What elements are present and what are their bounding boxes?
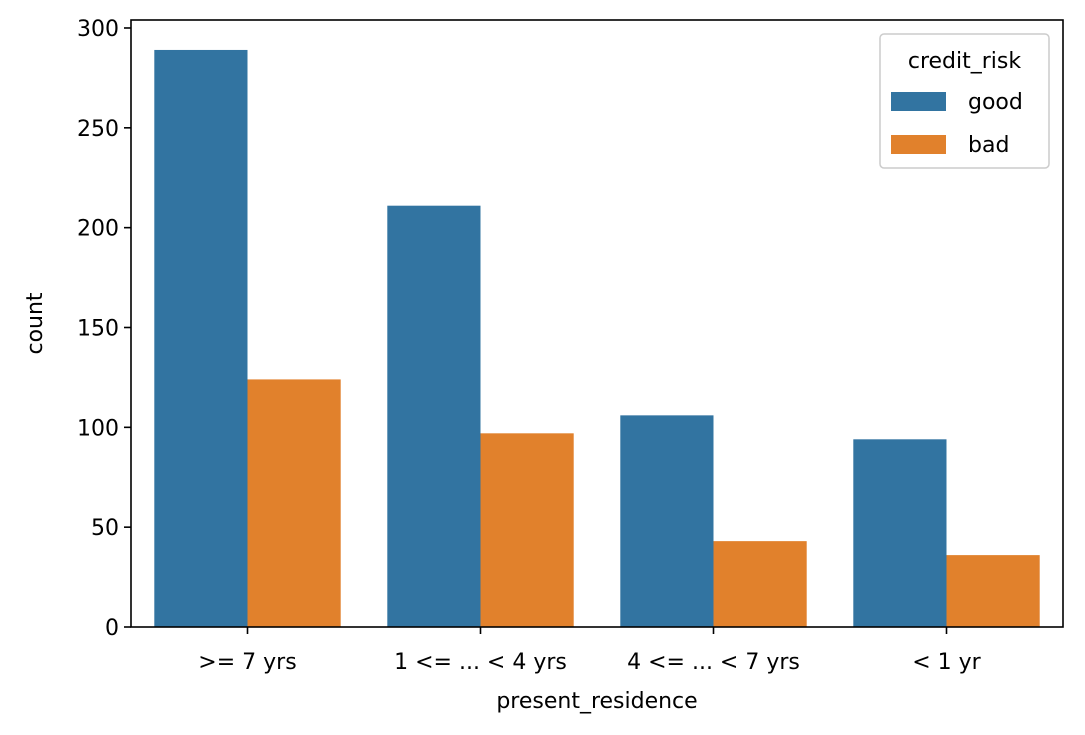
y-tick-label: 100 [77, 416, 119, 441]
legend: credit_risk good bad [879, 33, 1050, 169]
legend-swatch-good [891, 92, 946, 111]
legend-box [879, 33, 1050, 169]
x-axis: >= 7 yrs 1 <= ... < 4 yrs 4 <= ... < 7 yrs… [198, 627, 982, 675]
bar-bad-3 [946, 555, 1040, 627]
y-tick-label: 300 [77, 17, 119, 42]
bar-bad-2 [713, 541, 807, 627]
legend-label-bad: bad [968, 133, 1009, 158]
legend-label-good: good [968, 90, 1023, 115]
bar-bad-1 [480, 433, 574, 627]
bar-good-3 [853, 439, 947, 627]
bar-bad-0 [247, 379, 341, 627]
y-tick-label: 0 [105, 616, 119, 641]
y-tick-label: 50 [91, 516, 119, 541]
bar-good-1 [387, 205, 481, 627]
bar-good-0 [154, 49, 248, 627]
y-tick-label: 150 [77, 316, 119, 341]
y-tick-label: 200 [77, 217, 119, 242]
x-axis-label: present_residence [496, 689, 697, 714]
plot-frame [130, 19, 1064, 628]
bars-group [154, 49, 1040, 627]
legend-title: credit_risk [908, 49, 1022, 74]
y-axis: 0 50 100 150 200 250 300 [77, 17, 131, 641]
y-tick-label: 250 [77, 117, 119, 142]
x-tick-label: 4 <= ... < 7 yrs [627, 650, 800, 675]
bar-good-2 [620, 415, 714, 627]
legend-swatch-bad [891, 135, 946, 154]
x-tick-label: 1 <= ... < 4 yrs [394, 650, 567, 675]
x-tick-label: >= 7 yrs [198, 650, 296, 675]
x-tick-label: < 1 yr [912, 650, 981, 675]
y-axis-label: count [23, 292, 48, 354]
